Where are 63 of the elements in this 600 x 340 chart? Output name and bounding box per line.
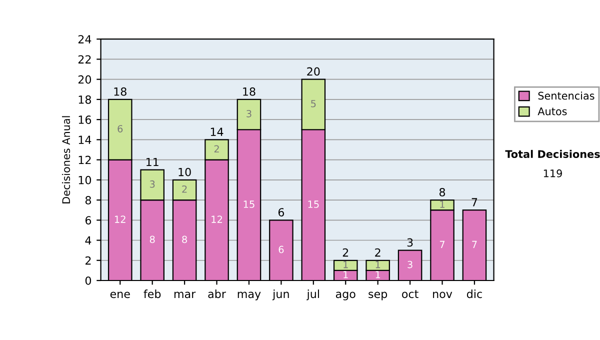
y-tick-label: 18: [78, 95, 92, 104]
total-label: 20: [307, 67, 320, 76]
y-tick-label: 10: [78, 176, 92, 184]
data-label: 2: [214, 145, 219, 152]
data-label: 1: [344, 261, 348, 268]
text: Total Decisiones: [505, 150, 600, 158]
data-label: 6: [118, 125, 123, 132]
text: 119: [544, 169, 562, 178]
data-label: 1: [344, 271, 348, 278]
data-label: 5: [311, 100, 316, 108]
x-tick-label: nov: [433, 292, 452, 298]
y-tick-label: 8: [85, 196, 92, 204]
total-label: 10: [178, 168, 191, 176]
legend-label: Autos: [538, 108, 567, 116]
data-label: 6: [278, 246, 284, 254]
x-tick-label: may: [238, 292, 261, 300]
data-label: 2: [182, 185, 187, 193]
x-tick-label: ago: [336, 292, 356, 300]
x-tick-label: jun: [272, 290, 289, 300]
y-tick-label: 4: [85, 236, 92, 244]
total-label: 18: [114, 87, 126, 96]
data-label: 3: [408, 260, 412, 268]
data-label: 1: [440, 200, 444, 208]
y-tick-label: 12: [78, 156, 91, 164]
total-label: 8: [439, 188, 446, 196]
total-label: 3: [407, 238, 413, 247]
total-label: 2: [342, 248, 348, 257]
legend-label: Sentencias: [538, 92, 594, 100]
total-label: 2: [375, 248, 380, 257]
x-tick-label: sep: [368, 292, 388, 300]
y-tick-label: 24: [78, 35, 92, 44]
total-label: 14: [210, 128, 224, 136]
data-label: 1: [376, 261, 380, 268]
data-label: 8: [150, 236, 155, 244]
data-label: 15: [308, 200, 319, 208]
x-tick-label: abr: [208, 290, 226, 298]
total-label: 18: [243, 87, 256, 96]
x-tick-label: dic: [466, 290, 482, 298]
x-tick-label: feb: [144, 290, 161, 298]
data-label: 12: [212, 216, 222, 223]
y-tick-label: 20: [78, 75, 92, 84]
data-label: 7: [472, 240, 477, 248]
y-axis-title: Decisiones Anual: [62, 116, 70, 204]
total-label: 7: [472, 198, 478, 206]
total-label: 6: [278, 208, 284, 216]
y-tick-label: 6: [85, 216, 92, 225]
x-tick-label: oct: [402, 290, 418, 298]
y-tick-label: 2: [86, 256, 91, 265]
y-tick-label: 0: [85, 276, 92, 285]
y-tick-label: 14: [78, 136, 92, 144]
data-label: 12: [115, 216, 126, 223]
data-label: 1: [376, 271, 380, 278]
total-label: 11: [146, 158, 158, 166]
data-label: 15: [244, 200, 254, 208]
y-tick-label: 22: [78, 55, 91, 64]
y-tick-label: 16: [78, 116, 92, 124]
data-label: 3: [150, 180, 155, 188]
x-tick-label: ene: [110, 292, 130, 298]
data-label: 8: [182, 236, 187, 244]
x-tick-label: jul: [306, 290, 319, 300]
data-label: 3: [246, 110, 252, 118]
data-label: 7: [440, 240, 445, 248]
x-tick-label: mar: [174, 292, 196, 298]
